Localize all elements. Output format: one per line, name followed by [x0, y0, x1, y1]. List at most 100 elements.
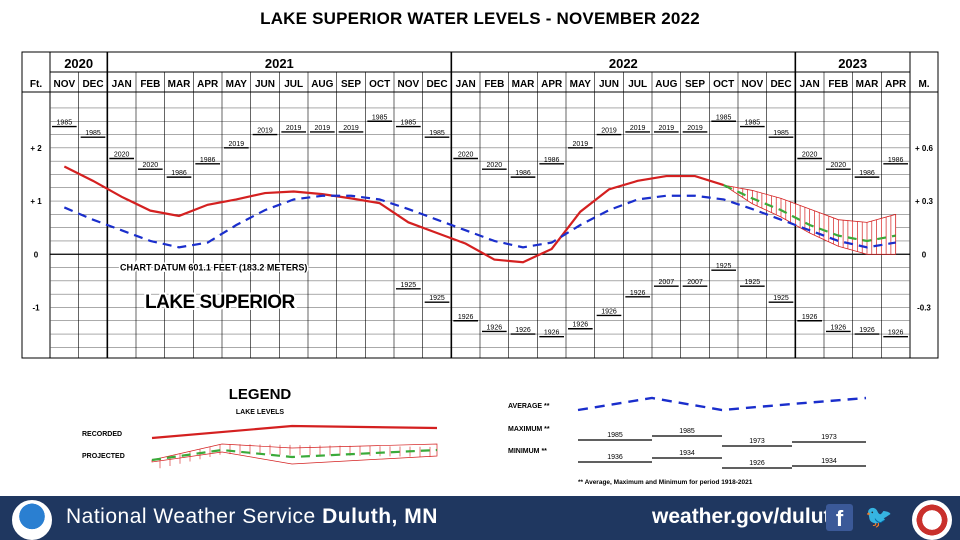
minimum-year-label: 1925 — [716, 263, 732, 270]
maximum-year-label: 2020 — [831, 162, 847, 169]
maximum-year-label: 2019 — [343, 125, 359, 132]
minimum-year-label: 1926 — [859, 327, 875, 334]
legend-maximum-label: MAXIMUM ** — [508, 426, 550, 433]
lake-label: LAKE SUPERIOR — [145, 292, 296, 313]
maximum-year-label: 1986 — [544, 157, 560, 164]
month-label: JUL — [284, 79, 303, 90]
footer-banner: National Weather Service Duluth, MN weat… — [0, 496, 960, 540]
series-line-projected — [723, 184, 896, 243]
legend-projected-line — [151, 448, 438, 462]
minimum-year-label: 1926 — [487, 324, 503, 331]
minimum-year-label: 1926 — [601, 308, 617, 315]
maximum-year-label: 2019 — [630, 125, 646, 132]
right-tick-label: -0.3 — [917, 303, 931, 312]
right-tick-label: + 0.3 — [915, 197, 934, 206]
month-label: OCT — [713, 79, 734, 90]
series-line-recorded — [63, 165, 724, 264]
right-tick-label: + 0.6 — [915, 144, 934, 153]
month-label: JAN — [800, 79, 820, 90]
maximum-year-label: 1986 — [200, 157, 216, 164]
maximum-year-label: 2019 — [229, 141, 245, 148]
legend-minimum-year: 1934 — [679, 450, 695, 457]
twitter-icon[interactable]: 🐦 — [865, 504, 893, 529]
facebook-icon[interactable]: f — [826, 504, 853, 531]
minimum-year-label: 2007 — [659, 279, 675, 286]
maximum-year-label: 2019 — [257, 128, 273, 135]
maximum-year-label: 2019 — [659, 125, 675, 132]
legend-note: ** Average, Maximum and Minimum for peri… — [578, 479, 753, 486]
agency-name: National Weather Service — [66, 505, 316, 528]
left-tick-label: 0 — [34, 250, 39, 259]
legend-maximum-year: 1973 — [821, 434, 837, 441]
month-label: MAR — [512, 79, 536, 90]
legend-maximum-year: 1985 — [607, 432, 623, 439]
minimum-year-label: 1926 — [573, 322, 589, 329]
minimum-year-label: 1926 — [802, 314, 818, 321]
legend-minimum-label: MINIMUM ** — [508, 448, 547, 455]
maximum-year-label: 1985 — [429, 130, 445, 137]
chart-datum-label: CHART DATUM 601.1 FEET (183.2 METERS) — [120, 263, 307, 273]
legend-minimum-year: 1936 — [607, 454, 623, 461]
month-label: SEP — [685, 79, 705, 90]
website-link[interactable]: weather.gov/duluth — [652, 505, 844, 528]
month-label: MAY — [226, 79, 248, 90]
minimum-year-label: 1925 — [401, 282, 417, 289]
legend-maximum-year: 1973 — [749, 438, 765, 445]
left-tick-label: + 2 — [30, 144, 42, 153]
month-label: NOV — [397, 79, 419, 90]
maximum-year-label: 2019 — [687, 125, 703, 132]
maximum-year-label: 2019 — [601, 128, 617, 135]
minimum-year-label: 1926 — [888, 330, 904, 337]
year-label: 2022 — [609, 56, 638, 71]
maximum-year-label: 1985 — [773, 130, 789, 137]
minimum-year-label: 1925 — [429, 295, 445, 302]
legend-title: LEGEND — [229, 386, 292, 403]
left-tick-label: + 1 — [30, 197, 42, 206]
minimum-year-label: 1926 — [458, 314, 474, 321]
month-label: MAR — [168, 79, 192, 90]
legend-recorded-label: RECORDED — [82, 431, 122, 438]
month-label: DEC — [82, 79, 103, 90]
nws-logo-icon — [912, 500, 952, 540]
maximum-year-label: 2019 — [286, 125, 302, 132]
maximum-year-label: 1985 — [401, 120, 417, 127]
month-label: JUN — [599, 79, 619, 90]
maximum-year-label: 1985 — [745, 120, 761, 127]
year-label: 2021 — [265, 56, 294, 71]
maximum-year-label: 2020 — [802, 152, 818, 159]
month-label: APR — [197, 79, 219, 90]
legend-maximum-year: 1985 — [679, 428, 695, 435]
legend-recorded-line — [151, 424, 438, 440]
maximum-year-label: 1986 — [859, 170, 875, 177]
office-name: Duluth, MN — [322, 505, 438, 528]
maximum-year-label: 2019 — [315, 125, 331, 132]
minimum-year-label: 1926 — [544, 330, 560, 337]
month-label: APR — [541, 79, 563, 90]
month-label: OCT — [369, 79, 390, 90]
left-tick-label: -1 — [32, 303, 40, 312]
minimum-year-label: 1925 — [773, 295, 789, 302]
minimum-year-label: 2007 — [687, 279, 703, 286]
month-label: DEC — [770, 79, 791, 90]
month-label: FEB — [140, 79, 160, 90]
maximum-year-label: 2020 — [143, 162, 159, 169]
month-label: AUG — [655, 79, 677, 90]
water-level-chart: Ft. M. NOV DEC JAN FEB MAR APR MAY JUN JUL AUG SEP OC… — [21, 51, 939, 486]
month-label: FEB — [484, 79, 504, 90]
maximum-year-label: 2020 — [114, 152, 130, 159]
footer-brand: National Weather Service Duluth, MN — [66, 505, 438, 529]
minimum-year-label: 1926 — [630, 290, 646, 297]
minimum-year-label: 1925 — [745, 279, 761, 286]
minimum-year-label: 1926 — [515, 327, 531, 334]
maximum-year-label: 2020 — [487, 162, 503, 169]
legend-minimum-year: 1934 — [821, 458, 837, 465]
noaa-logo-icon — [12, 500, 52, 540]
maximum-year-label: 2019 — [573, 141, 589, 148]
month-label: APR — [885, 79, 907, 90]
maximum-year-label: 1985 — [57, 120, 73, 127]
maximum-year-label: 1985 — [716, 114, 732, 121]
minimum-year-label: 1926 — [831, 324, 847, 331]
month-label: FEB — [828, 79, 848, 90]
maximum-year-label: 1985 — [372, 114, 388, 121]
legend-average-label: AVERAGE ** — [508, 403, 550, 410]
